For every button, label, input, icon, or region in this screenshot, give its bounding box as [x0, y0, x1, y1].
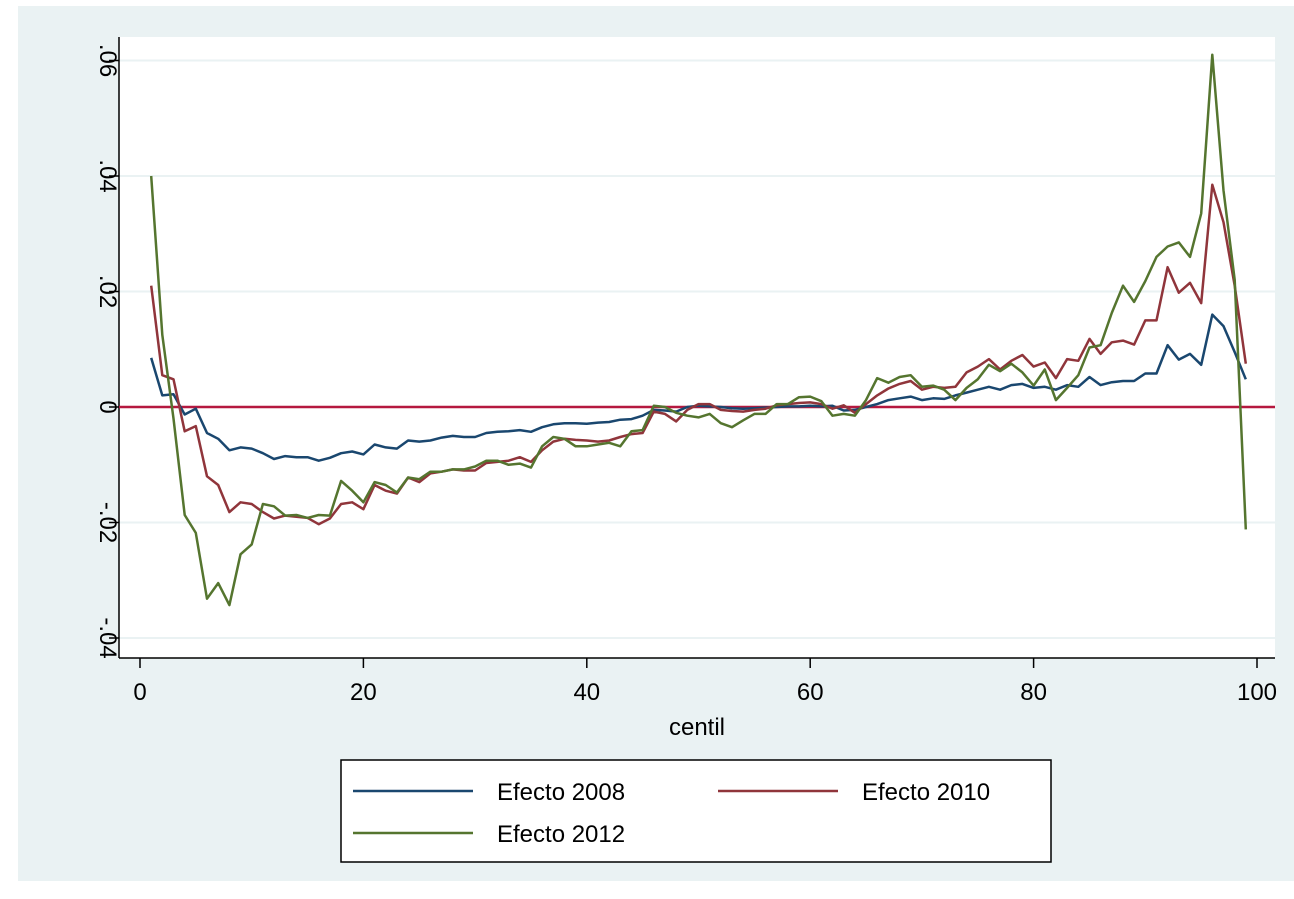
- legend-label-2008: Efecto 2008: [497, 779, 625, 806]
- y-tick-label: -.04: [94, 617, 121, 658]
- x-tick-label: 60: [797, 679, 824, 706]
- y-tick-label: -.02: [94, 502, 121, 543]
- x-axis-ticks: 0 20 40 60 80 100: [133, 658, 1277, 706]
- x-tick-label: 80: [1020, 679, 1047, 706]
- legend-label-2012: Efecto 2012: [497, 821, 625, 848]
- y-tick-label: .02: [94, 275, 121, 308]
- series-lines: [149, 53, 1248, 607]
- legend: Efecto 2008 Efecto 2010 Efecto 2012: [340, 759, 1052, 863]
- plot-area: [119, 37, 1275, 658]
- x-tick-label: 20: [350, 679, 377, 706]
- y-tick-label: 0: [94, 400, 121, 413]
- x-tick-label: 0: [133, 679, 146, 706]
- series-line-efecto-2008: [150, 313, 1247, 462]
- series-line-efecto-2010: [149, 183, 1248, 526]
- x-axis-title: centil: [669, 714, 725, 741]
- x-tick-label: 40: [573, 679, 600, 706]
- x-tick-label: 100: [1237, 679, 1277, 706]
- y-axis-ticks: -.04 -.02 0 .02 .04 .06: [94, 44, 121, 659]
- y-tick-label: .04: [94, 159, 121, 192]
- legend-box: [340, 759, 1052, 863]
- y-tick-label: .06: [94, 44, 121, 77]
- legend-label-2010: Efecto 2010: [862, 779, 990, 806]
- series-line-efecto-2012: [149, 53, 1248, 607]
